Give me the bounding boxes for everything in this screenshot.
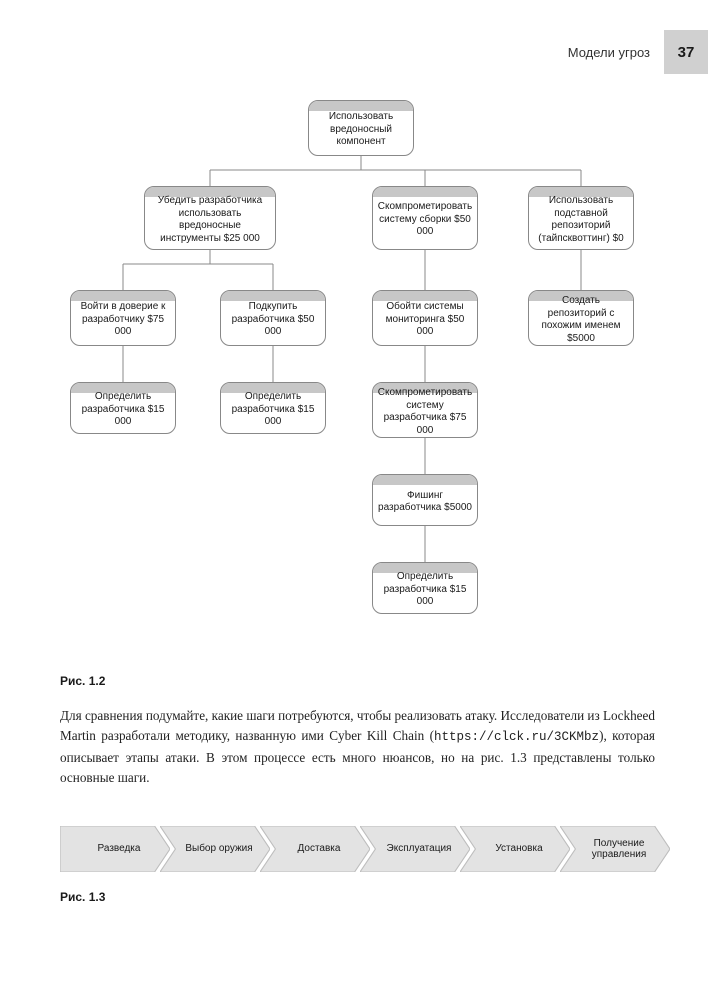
killchain-step: Выбор оружия [160, 826, 270, 872]
tree-node: Определить разработчика $15 000 [372, 562, 478, 614]
killchain-step-label: Получение управления [572, 826, 666, 872]
killchain-step-label: Доставка [272, 826, 366, 872]
tree-node-label: Использовать вредоносный компонент [313, 105, 409, 149]
tree-node: Создать репозиторий с похожим именем $50… [528, 290, 634, 346]
page-number: 37 [678, 44, 695, 61]
tree-node: Использовать вредоносный компонент [308, 100, 414, 156]
tree-node-label: Определить разработчика $15 000 [225, 385, 321, 429]
tree-node: Использовать подставной репозиторий (тай… [528, 186, 634, 250]
tree-node-label: Использовать подставной репозиторий (тай… [533, 189, 629, 245]
tree-node: Скомпрометировать систему сборки $50 000 [372, 186, 478, 250]
kill-chain-row: РазведкаВыбор оружияДоставкаЭксплуатация… [60, 826, 660, 872]
tree-node-label: Обойти системы мониторинга $50 000 [377, 295, 473, 339]
figure-caption-1: Рис. 1.2 [60, 674, 105, 688]
tree-node: Убедить разработчика использовать вредон… [144, 186, 276, 250]
figure-caption-2: Рис. 1.3 [60, 890, 105, 904]
killchain-step-label: Разведка [72, 826, 166, 872]
tree-node-label: Определить разработчика $15 000 [377, 565, 473, 609]
killchain-step: Получение управления [560, 826, 670, 872]
section-title: Модели угроз [568, 45, 650, 60]
killchain-step: Эксплуатация [360, 826, 470, 872]
tree-node-label: Убедить разработчика использовать вредон… [149, 189, 271, 245]
tree-node: Определить разработчика $15 000 [220, 382, 326, 434]
body-url: https://clck.ru/3CKMbz [434, 730, 599, 744]
killchain-step: Разведка [60, 826, 170, 872]
tree-node-label: Подкупить разработчика $50 000 [225, 295, 321, 339]
tree-node: Скомпрометировать систему разработчика $… [372, 382, 478, 438]
killchain-step: Установка [460, 826, 570, 872]
tree-node-label: Войти в доверие к разработчику $75 000 [75, 295, 171, 339]
tree-node: Фишинг разработчика $5000 [372, 474, 478, 526]
killchain-step-label: Установка [472, 826, 566, 872]
tree-node: Войти в доверие к разработчику $75 000 [70, 290, 176, 346]
tree-node: Определить разработчика $15 000 [70, 382, 176, 434]
tree-node: Обойти системы мониторинга $50 000 [372, 290, 478, 346]
tree-node: Подкупить разработчика $50 000 [220, 290, 326, 346]
tree-node-label: Создать репозиторий с похожим именем $50… [533, 289, 629, 345]
tree-node-label: Скомпрометировать систему разработчика $… [377, 381, 473, 437]
killchain-step-label: Эксплуатация [372, 826, 466, 872]
page-number-box: 37 [664, 30, 708, 74]
attack-tree: Использовать вредоносный компонент Убедит… [60, 100, 660, 670]
tree-node-label: Фишинг разработчика $5000 [377, 484, 473, 515]
body-paragraph: Для сравнения подумайте, какие шаги потр… [60, 706, 655, 789]
tree-node-label: Скомпрометировать систему сборки $50 000 [377, 195, 473, 239]
tree-node-label: Определить разработчика $15 000 [75, 385, 171, 429]
killchain-step-label: Выбор оружия [172, 826, 266, 872]
killchain-step: Доставка [260, 826, 370, 872]
page-header: Модели угроз 37 [568, 30, 708, 74]
